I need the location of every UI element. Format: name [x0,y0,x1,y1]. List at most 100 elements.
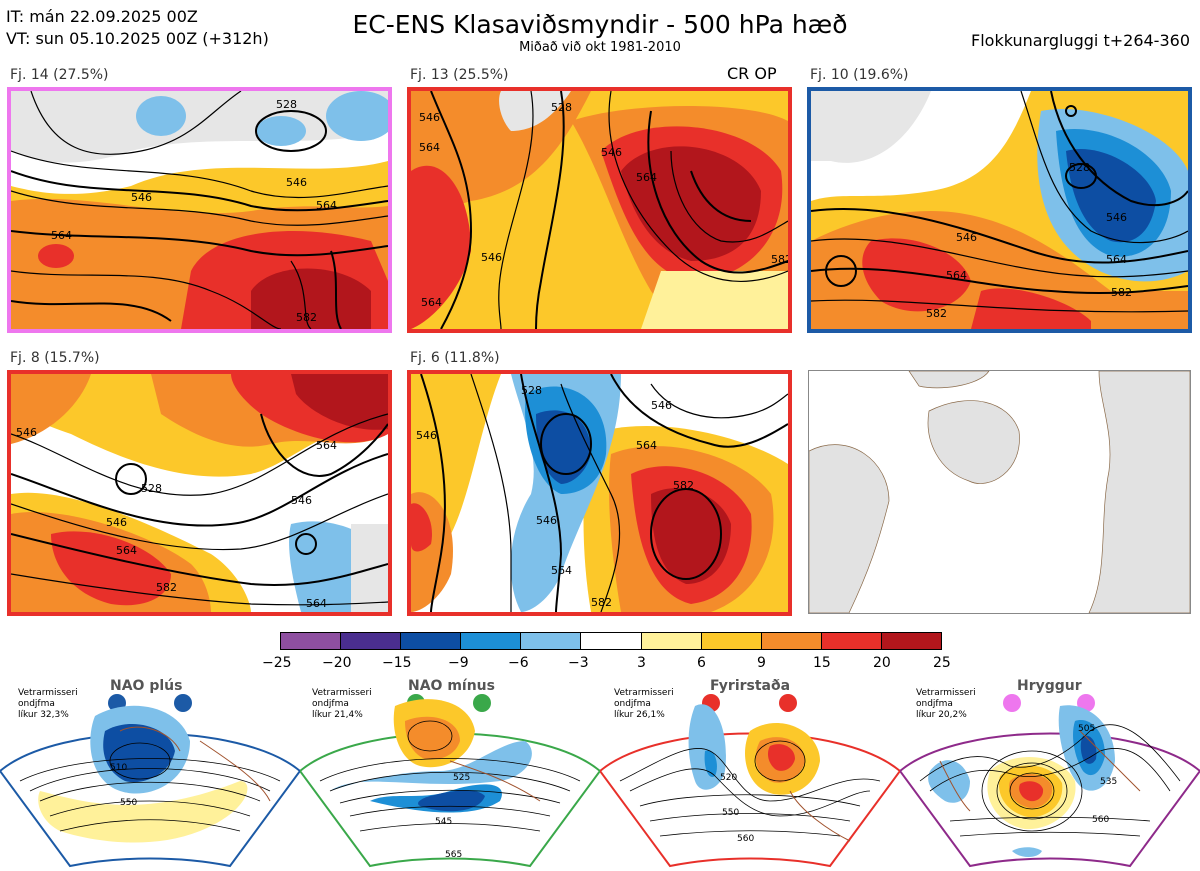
contour-label: 582 [1111,286,1132,299]
regime-probability: líkur 21,4% [312,710,363,720]
contour-label: 582 [591,596,612,609]
regime-probability: líkur 26,1% [614,710,665,720]
contour-label: 564 [636,439,657,452]
contour-label: 582 [156,581,177,594]
contour-label: 564 [306,597,327,610]
contour-label: 528 [1069,161,1090,174]
contour-label: 582 [926,307,947,320]
contour-label: 582 [296,311,317,324]
regime-marker-dot [1003,694,1021,712]
panel-extra-label: CR OP [727,64,777,83]
contour-label: 564 [316,199,337,212]
colorbar-tick: −25 [262,655,292,671]
colorbar-tick: −6 [508,655,529,671]
colorbar-cell [401,633,462,649]
colorbar-cell [341,633,402,649]
cluster-map-2: 546 564 546 528 564 546 564 582 [407,87,792,333]
regime-months: ondjfma [916,699,953,709]
contour-label: 545 [435,817,452,827]
cluster-map-1: 528 546 564 546 564 582 [7,87,392,333]
init-time: IT: mán 22.09.2025 00Z [6,7,198,26]
regime-marker-dot [779,694,797,712]
regime-season: Vetrarmisseri [614,688,674,698]
contour-label: 564 [1106,253,1127,266]
contour-label: 510 [110,763,127,773]
contour-label: 546 [291,494,312,507]
regime-marker-dot [1077,694,1095,712]
panel-label-1: Fj. 14 (27.5%) [10,67,109,83]
regime-ridge: Hryggur Vetrarmisseri ondjfma líkur 20,2… [900,676,1200,871]
colorbar-tick: −20 [322,655,352,671]
colorbar-tick: 25 [933,655,951,671]
contour-label: 550 [722,808,739,818]
contour-label: 546 [286,176,307,189]
contour-label: 528 [521,384,542,397]
contour-label: 560 [1092,815,1109,825]
regime-nao-plus: NAO plús Vetrarmisseri ondjfma líkur 32,… [0,676,300,871]
contour-label: 546 [416,429,437,442]
classification-window: Flokkunargluggi t+264-360 [971,31,1190,50]
contour-label: 546 [16,426,37,439]
panel-label-3: Fj. 10 (19.6%) [810,67,909,83]
regime-season: Vetrarmisseri [916,688,976,698]
colorbar-cell [641,633,702,649]
regime-probability: líkur 32,3% [18,710,69,720]
colorbar-tick: 15 [813,655,831,671]
colorbar-cell [701,633,762,649]
contour-label: 564 [551,564,572,577]
cluster-map-4: 546 528 546 564 582 564 564 546 [7,370,392,616]
colorbar-cell [461,633,522,649]
colorbar-cell [821,633,882,649]
colorbar-cell [581,633,642,649]
panel-label-2: Fj. 13 (25.5%) [410,67,509,83]
colorbar-tick: −9 [448,655,469,671]
contour-label: 546 [481,251,502,264]
colorbar-tick: 6 [697,655,706,671]
regime-probability: líkur 20,2% [916,710,967,720]
regime-blocking: Fyrirstaða Vetrarmisseri ondjfma líkur 2… [600,676,900,871]
contour-label: 565 [445,850,462,860]
contour-label: 582 [673,479,694,492]
contour-label: 564 [636,171,657,184]
colorbar-cell [881,633,942,649]
panel-label-4: Fj. 8 (15.7%) [10,350,100,366]
contour-label: 546 [419,111,440,124]
regime-season: Vetrarmisseri [18,688,78,698]
contour-label: 564 [419,141,440,154]
contour-label: 505 [1078,724,1095,734]
contour-label: 546 [1106,211,1127,224]
cluster-map-3: 528 546 546 564 564 582 582 [807,87,1192,333]
contour-label: 564 [116,544,137,557]
contour-label: 582 [771,253,788,266]
contour-label: 564 [316,439,337,452]
colorbar-cell [521,633,582,649]
colorbar-cell [761,633,822,649]
regime-info: Vetrarmisseri ondjfma líkur 20,2% [916,688,976,721]
contour-label: 550 [120,798,137,808]
contour-label: 546 [106,516,127,529]
regime-marker-dot [174,694,192,712]
regime-info: Vetrarmisseri ondjfma líkur 21,4% [312,688,372,721]
panel-label-5: Fj. 6 (11.8%) [410,350,500,366]
colorbar-tick: 3 [637,655,646,671]
contour-label: 564 [946,269,967,282]
regime-marker-dot [473,694,491,712]
contour-label: 535 [1100,777,1117,787]
contour-label: 528 [141,482,162,495]
colorbar-tick: −3 [568,655,589,671]
header-info: IT: mán 22.09.2025 00Z VT: sun 05.10.202… [6,6,269,50]
contour-label: 546 [651,399,672,412]
colorbar-tick: −15 [382,655,412,671]
colorbar-cell [281,633,342,649]
regime-info: Vetrarmisseri ondjfma líkur 32,3% [18,688,78,721]
regime-title: Hryggur [1017,678,1082,694]
contour-label: 564 [421,296,442,309]
contour-label: 546 [536,514,557,527]
colorbar-tick: 20 [873,655,891,671]
regime-nao-minus: NAO mínus Vetrarmisseri ondjfma líkur 21… [300,676,600,871]
contour-label: 520 [720,773,737,783]
regime-title: Fyrirstaða [710,678,791,694]
regime-months: ondjfma [614,699,651,709]
regime-season: Vetrarmisseri [312,688,372,698]
regime-months: ondjfma [18,699,55,709]
